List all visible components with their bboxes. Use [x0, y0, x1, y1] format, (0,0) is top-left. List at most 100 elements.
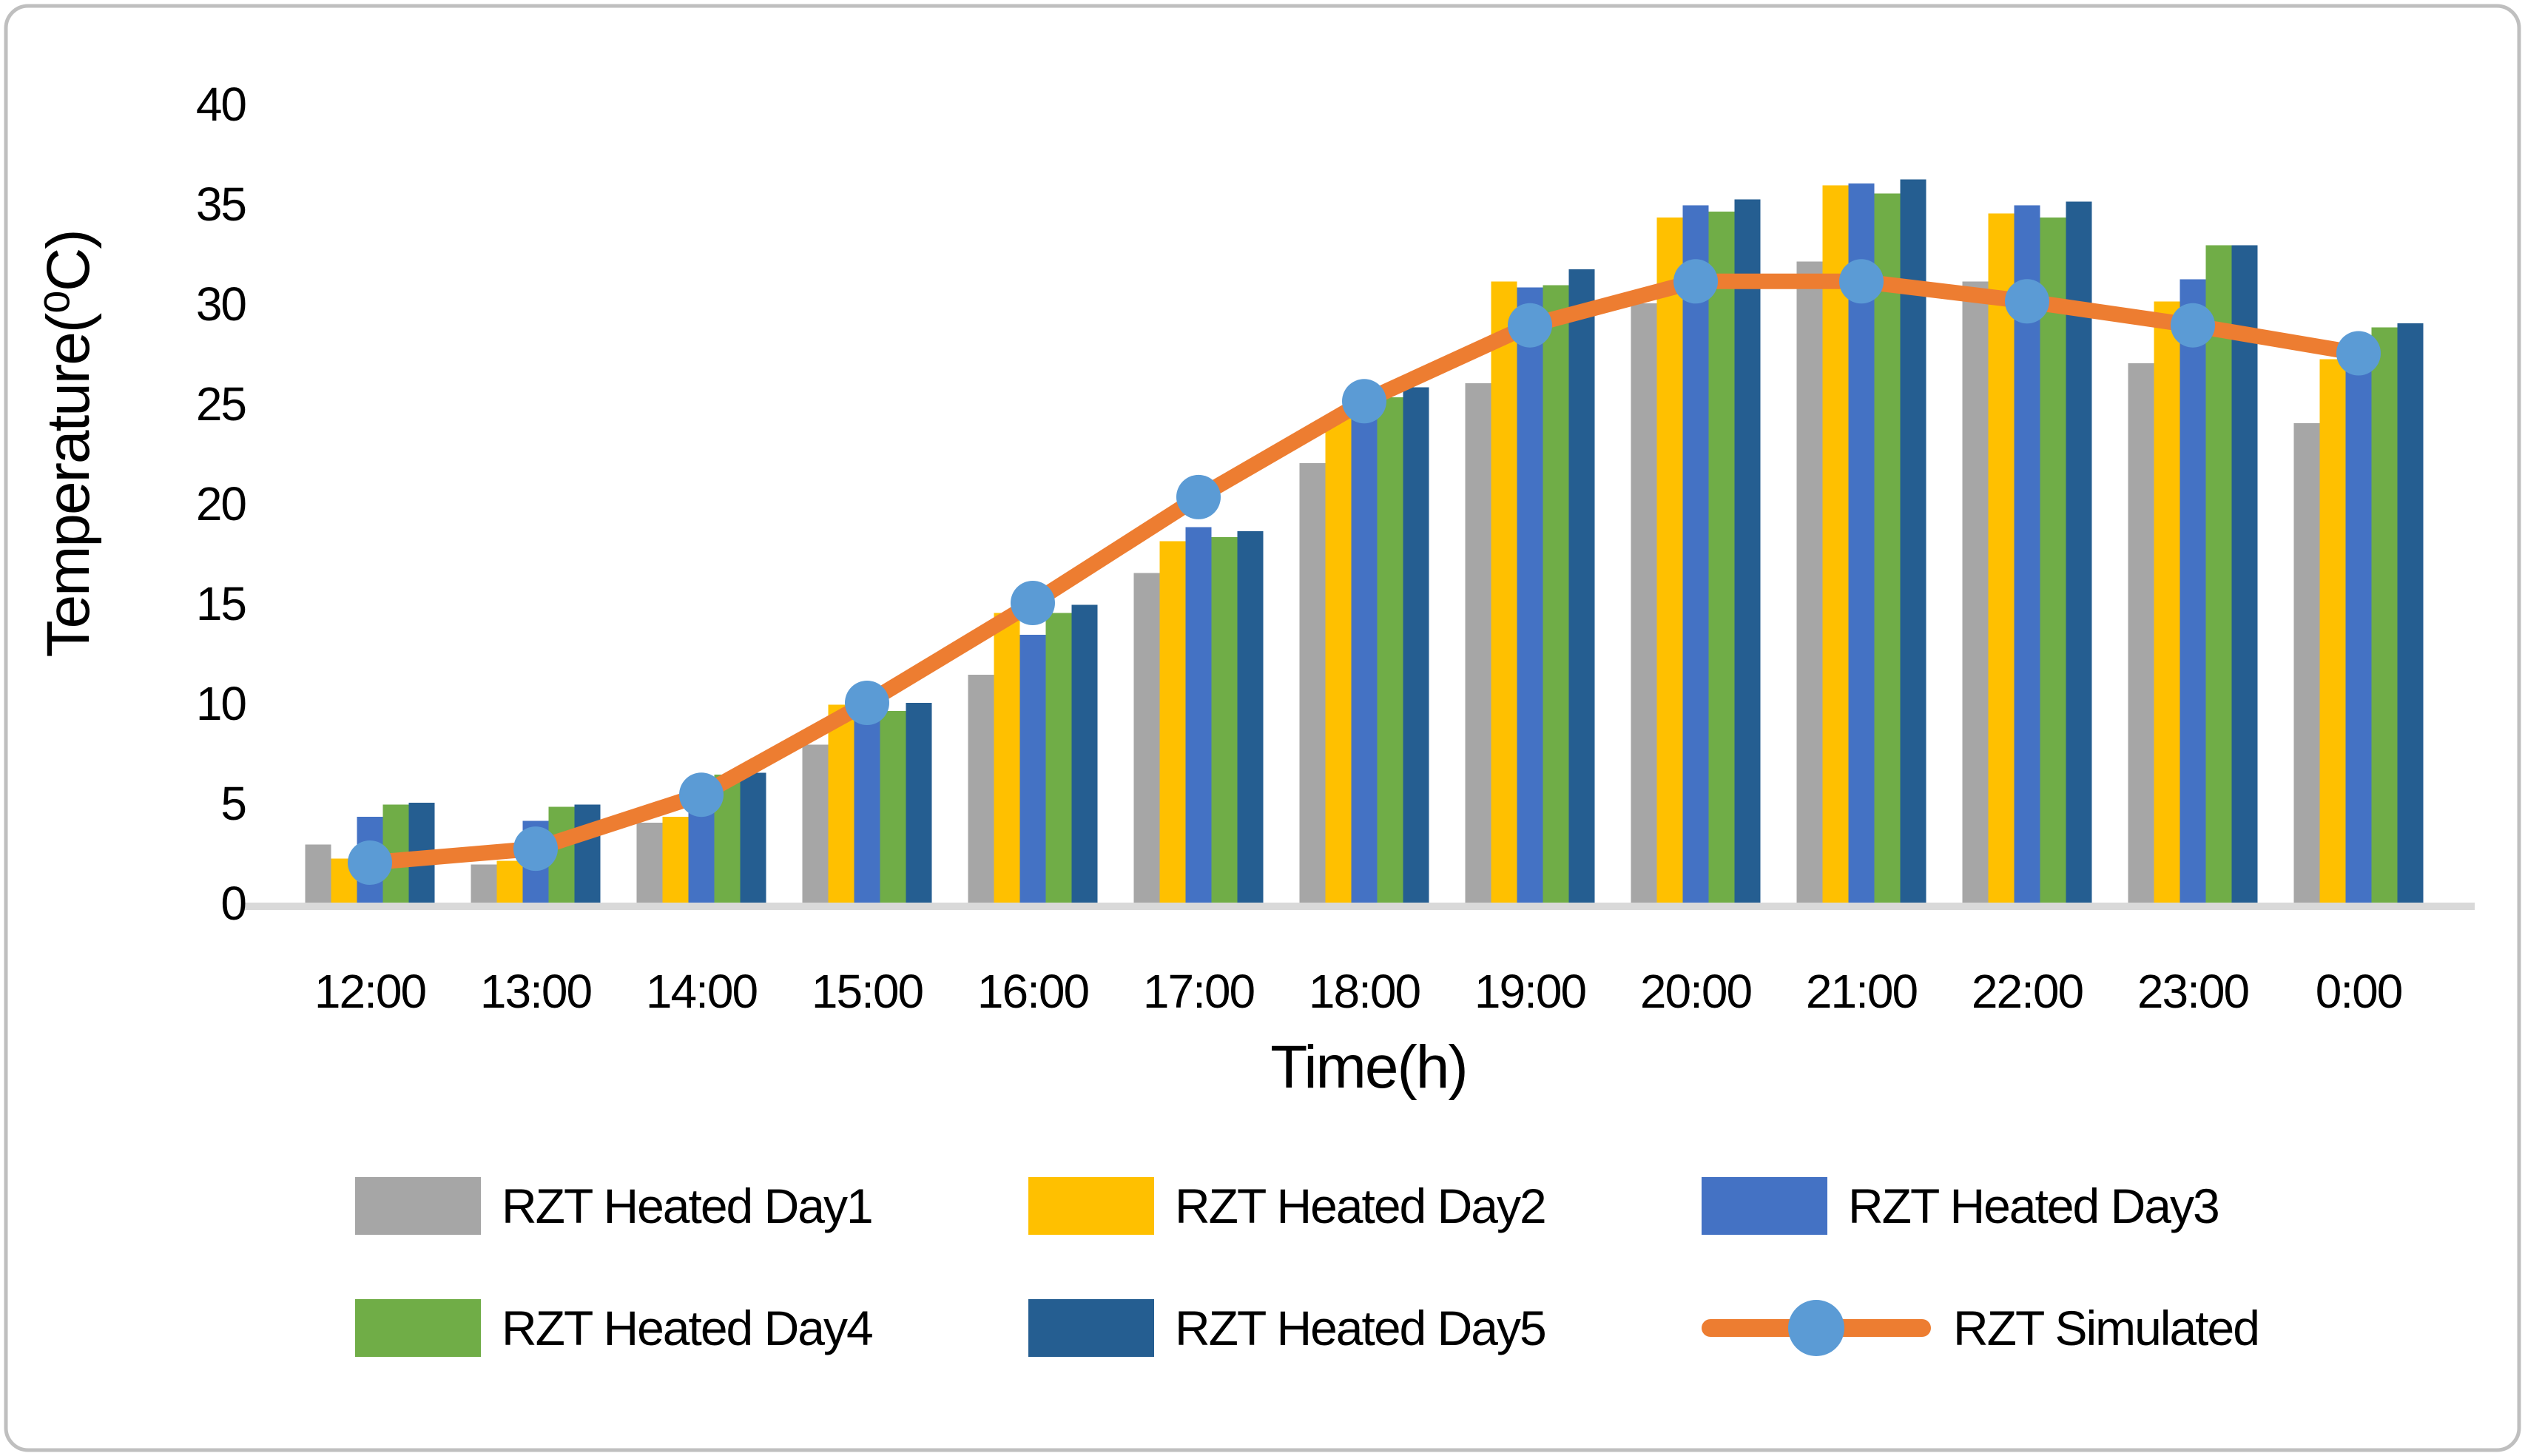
legend-item-day5: RZT Heated Day5: [1028, 1299, 1547, 1357]
y-tick-label-10: 10: [196, 677, 246, 730]
x-tick-label-0:00: 0:00: [2316, 965, 2402, 1018]
bar-rzt-heated-day5-23:00: [2231, 245, 2258, 903]
bar-rzt-heated-day1-22:00: [1962, 281, 1989, 903]
bar-rzt-heated-day1-21:00: [1796, 261, 1823, 903]
y-tick-label-25: 25: [196, 377, 246, 431]
bar-rzt-heated-day3-18:00: [1351, 407, 1378, 903]
bar-rzt-heated-day4-18:00: [1377, 397, 1403, 903]
y-axis-title: Temperature(⁰C): [35, 230, 102, 657]
legend-swatch-day1: [355, 1177, 481, 1235]
simulated-marker-15:00: [845, 681, 889, 725]
y-tick-label-35: 35: [196, 178, 246, 231]
simulated-marker-12:00: [348, 840, 392, 885]
legend-label: RZT Heated Day2: [1175, 1179, 1545, 1233]
bar-rzt-heated-day4-0:00: [2371, 327, 2398, 903]
simulated-marker-23:00: [2171, 303, 2215, 348]
bar-rzt-heated-day4-15:00: [880, 710, 906, 903]
bar-rzt-heated-day4-20:00: [1708, 211, 1735, 903]
x-tick-label-20:00: 20:00: [1640, 965, 1752, 1018]
bar-rzt-heated-day2-17:00: [1159, 541, 1186, 903]
bar-rzt-heated-day4-23:00: [2205, 245, 2232, 903]
bar-rzt-heated-day4-16:00: [1045, 613, 1072, 903]
bar-rzt-heated-day1-23:00: [2128, 363, 2154, 903]
bar-rzt-heated-day3-20:00: [1682, 205, 1709, 903]
bar-rzt-heated-day2-14:00: [662, 816, 689, 903]
simulated-marker-13:00: [513, 826, 558, 872]
bar-rzt-heated-day3-15:00: [854, 718, 880, 903]
bar-rzt-heated-day1-15:00: [802, 744, 829, 903]
legend-line-marker-icon: [1788, 1300, 1844, 1356]
bar-rzt-heated-day2-18:00: [1325, 415, 1352, 903]
x-tick-label-21:00: 21:00: [1806, 965, 1918, 1018]
legend-swatch-day2: [1028, 1177, 1154, 1235]
y-tick-label-0: 0: [220, 877, 246, 930]
bar-rzt-heated-day5-16:00: [1071, 604, 1098, 903]
y-tick-label-40: 40: [196, 78, 246, 131]
bar-rzt-heated-day2-20:00: [1656, 217, 1683, 903]
figure-border: [4, 4, 2521, 1452]
y-tick-label-20: 20: [196, 477, 246, 530]
bar-rzt-heated-day5-13:00: [574, 804, 601, 903]
bar-rzt-heated-day2-23:00: [2154, 301, 2180, 903]
bar-rzt-heated-day1-14:00: [636, 823, 663, 903]
bar-rzt-heated-day1-13:00: [471, 864, 497, 903]
bar-rzt-heated-day1-0:00: [2293, 423, 2320, 903]
plot-area: 0 5 10 15 20 25 30 35 40 12:00 13:00 14:00 15:00 16:0…: [196, 78, 2475, 1018]
bar-rzt-heated-day2-19:00: [1491, 281, 1517, 903]
bar-rzt-heated-day3-23:00: [2180, 279, 2206, 903]
bar-rzt-heated-day4-21:00: [1874, 193, 1901, 903]
y-tick-label-30: 30: [196, 277, 246, 331]
bar-rzt-heated-day3-19:00: [1517, 287, 1543, 903]
bar-rzt-heated-day1-20:00: [1631, 303, 1657, 903]
bar-rzt-heated-day5-19:00: [1568, 269, 1595, 903]
bar-rzt-heated-day1-17:00: [1133, 573, 1160, 903]
bar-rzt-heated-day3-0:00: [2345, 349, 2372, 903]
legend-label: RZT Heated Day3: [1848, 1179, 2219, 1233]
simulated-marker-17:00: [1176, 474, 1221, 519]
legend-swatch-day4: [355, 1299, 481, 1357]
legend-item-day2: RZT Heated Day2: [1028, 1177, 1547, 1235]
x-tick-label-19:00: 19:00: [1474, 965, 1586, 1018]
bar-rzt-heated-day5-18:00: [1403, 387, 1429, 903]
legend-swatch-day3: [1702, 1177, 1827, 1235]
bar-rzt-heated-day5-14:00: [740, 772, 766, 903]
legend-item-day1: RZT Heated Day1: [355, 1177, 874, 1235]
x-axis-title: Time(h): [1270, 1034, 1466, 1101]
bar-rzt-heated-day3-14:00: [688, 809, 715, 903]
bar-rzt-heated-day5-22:00: [2066, 201, 2092, 903]
bar-rzt-heated-day5-20:00: [1734, 199, 1761, 903]
bar-rzt-heated-day2-21:00: [1822, 185, 1849, 903]
x-tick-label-14:00: 14:00: [646, 965, 758, 1018]
legend-label: RZT Simulated: [1953, 1301, 2259, 1355]
x-tick-label-17:00: 17:00: [1143, 965, 1255, 1018]
bar-rzt-heated-day1-12:00: [305, 844, 331, 903]
y-tick-label-5: 5: [220, 777, 246, 830]
legend-label: RZT Heated Day5: [1175, 1301, 1545, 1355]
legend: RZT Heated Day1 RZT Heated Day2 RZT Heat…: [355, 1177, 2260, 1357]
bar-rzt-heated-day5-21:00: [1900, 179, 1926, 903]
simulated-marker-20:00: [1673, 259, 1718, 304]
legend-item-day4: RZT Heated Day4: [355, 1299, 874, 1357]
legend-item-day3: RZT Heated Day3: [1702, 1177, 2220, 1235]
bar-rzt-heated-day3-17:00: [1185, 527, 1212, 903]
legend-item-simulated: RZT Simulated: [1702, 1300, 2260, 1356]
bar-rzt-heated-day5-17:00: [1237, 530, 1264, 903]
bar-rzt-heated-day2-22:00: [1988, 213, 2015, 903]
x-tick-label-18:00: 18:00: [1309, 965, 1420, 1018]
bar-rzt-heated-day2-15:00: [828, 704, 854, 903]
bar-rzt-heated-day3-16:00: [1019, 635, 1046, 903]
bar-rzt-heated-day4-17:00: [1211, 536, 1238, 903]
simulated-marker-0:00: [2336, 331, 2381, 376]
bar-rzt-heated-day4-19:00: [1543, 285, 1569, 903]
x-tick-label-22:00: 22:00: [1972, 965, 2083, 1018]
bar-rzt-heated-day5-0:00: [2397, 323, 2424, 903]
legend-label: RZT Heated Day1: [502, 1179, 872, 1233]
bar-rzt-heated-day2-16:00: [994, 613, 1020, 903]
legend-swatch-day5: [1028, 1299, 1154, 1357]
bar-rzt-heated-day1-19:00: [1465, 383, 1491, 903]
bar-rzt-heated-day1-16:00: [968, 675, 994, 903]
bar-rzt-heated-day5-15:00: [906, 703, 932, 903]
x-tick-label-15:00: 15:00: [812, 965, 923, 1018]
